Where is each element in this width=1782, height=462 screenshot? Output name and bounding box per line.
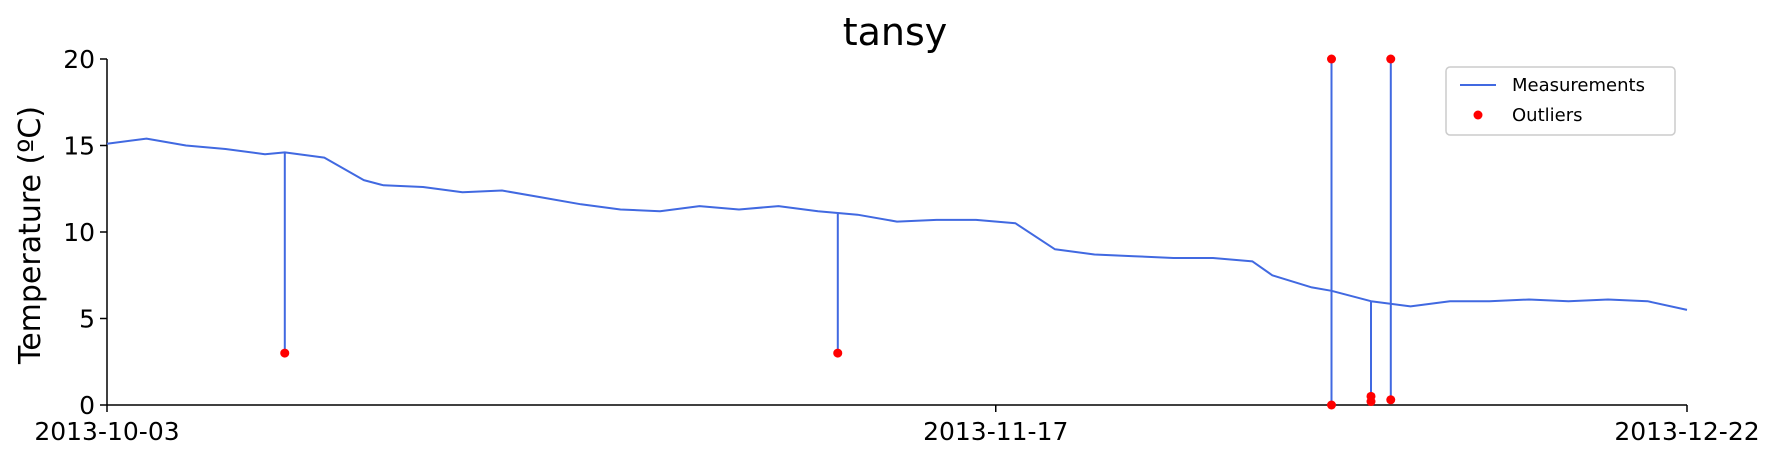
legend-outliers-swatch bbox=[1473, 110, 1483, 120]
x-tick-label: 2013-11-17 bbox=[923, 417, 1068, 446]
legend-outliers-label: Outliers bbox=[1512, 105, 1583, 126]
x-tick-label: 2013-10-03 bbox=[34, 417, 179, 446]
y-tick-label: 15 bbox=[63, 132, 95, 161]
measurements-line bbox=[106, 59, 1688, 405]
outlier-point bbox=[1386, 54, 1396, 64]
y-tick-label: 5 bbox=[79, 305, 95, 334]
y-tick-label: 20 bbox=[63, 45, 95, 74]
x-tick-label: 2013-12-22 bbox=[1614, 417, 1759, 446]
outlier-point bbox=[280, 348, 290, 358]
y-axis: 0 5 10 15 20 bbox=[63, 45, 108, 420]
y-tick-label: 10 bbox=[63, 218, 95, 247]
legend-box bbox=[1445, 66, 1676, 136]
series-layer bbox=[106, 54, 1688, 410]
chart-title: tansy bbox=[843, 10, 948, 54]
legend: Measurements Outliers bbox=[1445, 66, 1676, 136]
y-tick-label: 0 bbox=[79, 391, 95, 420]
outlier-point bbox=[1327, 400, 1336, 410]
outlier-point bbox=[833, 348, 843, 358]
outlier-point bbox=[1327, 54, 1336, 64]
x-axis: 2013-10-03 2013-11-17 2013-12-22 bbox=[34, 404, 1760, 446]
outlier-point bbox=[1386, 395, 1396, 405]
legend-measurements-label: Measurements bbox=[1512, 75, 1645, 96]
y-axis-label: Temperature (ºC) bbox=[13, 106, 48, 365]
outlier-point bbox=[1366, 397, 1376, 407]
